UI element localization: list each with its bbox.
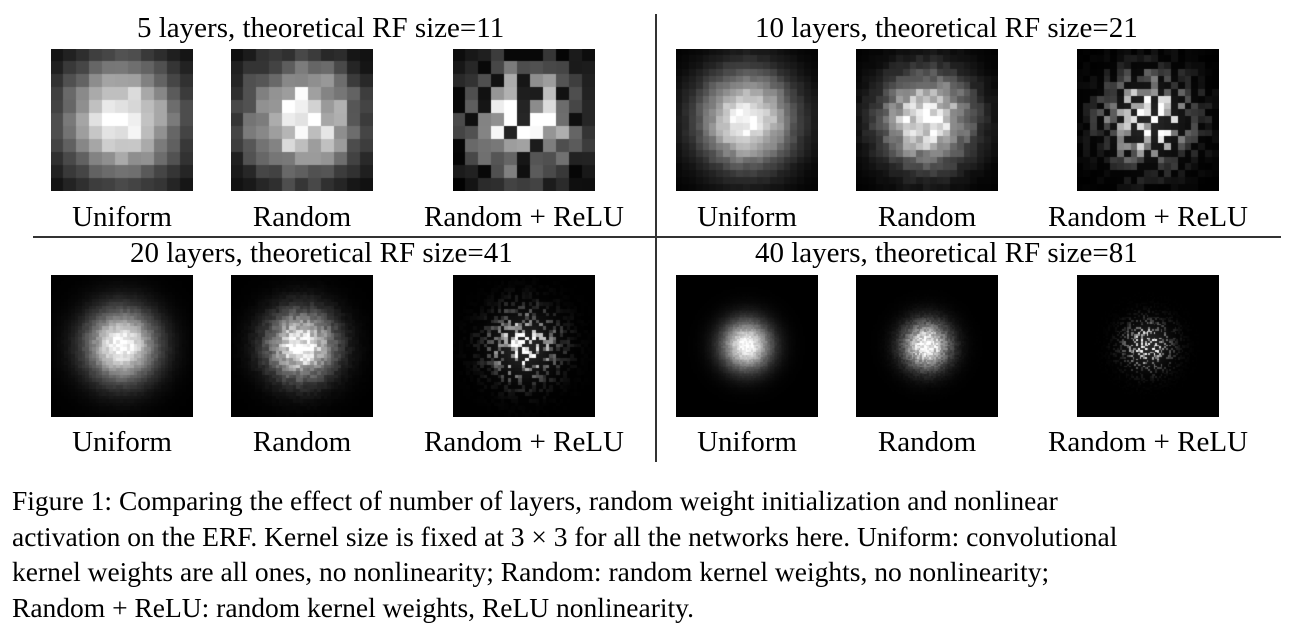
- erf-5-layers-uniform: [51, 49, 193, 191]
- label-uniform: Uniform: [72, 426, 172, 458]
- erf-10-layers-uniform: [676, 49, 818, 191]
- erf-20-layers-uniform: [51, 275, 193, 417]
- label-random: Random: [252, 201, 352, 233]
- label-random-relu: Random + ReLU: [1048, 426, 1248, 458]
- figure-caption-line: kernel weights are all ones, no nonlinea…: [12, 556, 1050, 587]
- erf-40-layers-uniform: [676, 275, 818, 417]
- label-uniform: Uniform: [697, 201, 797, 233]
- panel-title-10-layers: 10 layers, theoretical RF size=21: [755, 12, 1138, 44]
- figure-caption: Figure 1: Comparing the effect of number…: [12, 483, 1302, 625]
- label-uniform: Uniform: [697, 426, 797, 458]
- figure-caption-line: Figure 1: Comparing the effect of number…: [12, 485, 1058, 516]
- panel-title-5-layers: 5 layers, theoretical RF size=11: [137, 12, 505, 44]
- erf-5-layers-relu: [453, 49, 595, 191]
- figure-caption-line: Random + ReLU: random kernel weights, Re…: [12, 591, 694, 623]
- vertical-divider: [655, 14, 657, 462]
- label-uniform: Uniform: [72, 201, 172, 233]
- erf-5-layers-random: [231, 49, 373, 191]
- label-random-relu: Random + ReLU: [424, 201, 624, 233]
- label-random: Random: [877, 426, 977, 458]
- panel-title-40-layers: 40 layers, theoretical RF size=81: [755, 237, 1138, 269]
- erf-10-layers-relu: [1077, 49, 1219, 191]
- panel-title-20-layers: 20 layers, theoretical RF size=41: [130, 237, 513, 269]
- erf-40-layers-random: [856, 275, 998, 417]
- label-random-relu: Random + ReLU: [1048, 201, 1248, 233]
- label-random: Random: [877, 201, 977, 233]
- erf-20-layers-random: [231, 275, 373, 417]
- erf-10-layers-random: [856, 49, 998, 191]
- label-random-relu: Random + ReLU: [424, 426, 624, 458]
- erf-20-layers-relu: [453, 275, 595, 417]
- label-random: Random: [252, 426, 352, 458]
- horizontal-divider: [33, 236, 1281, 238]
- erf-40-layers-relu: [1077, 275, 1219, 417]
- figure-caption-line: activation on the ERF. Kernel size is fi…: [12, 520, 1118, 552]
